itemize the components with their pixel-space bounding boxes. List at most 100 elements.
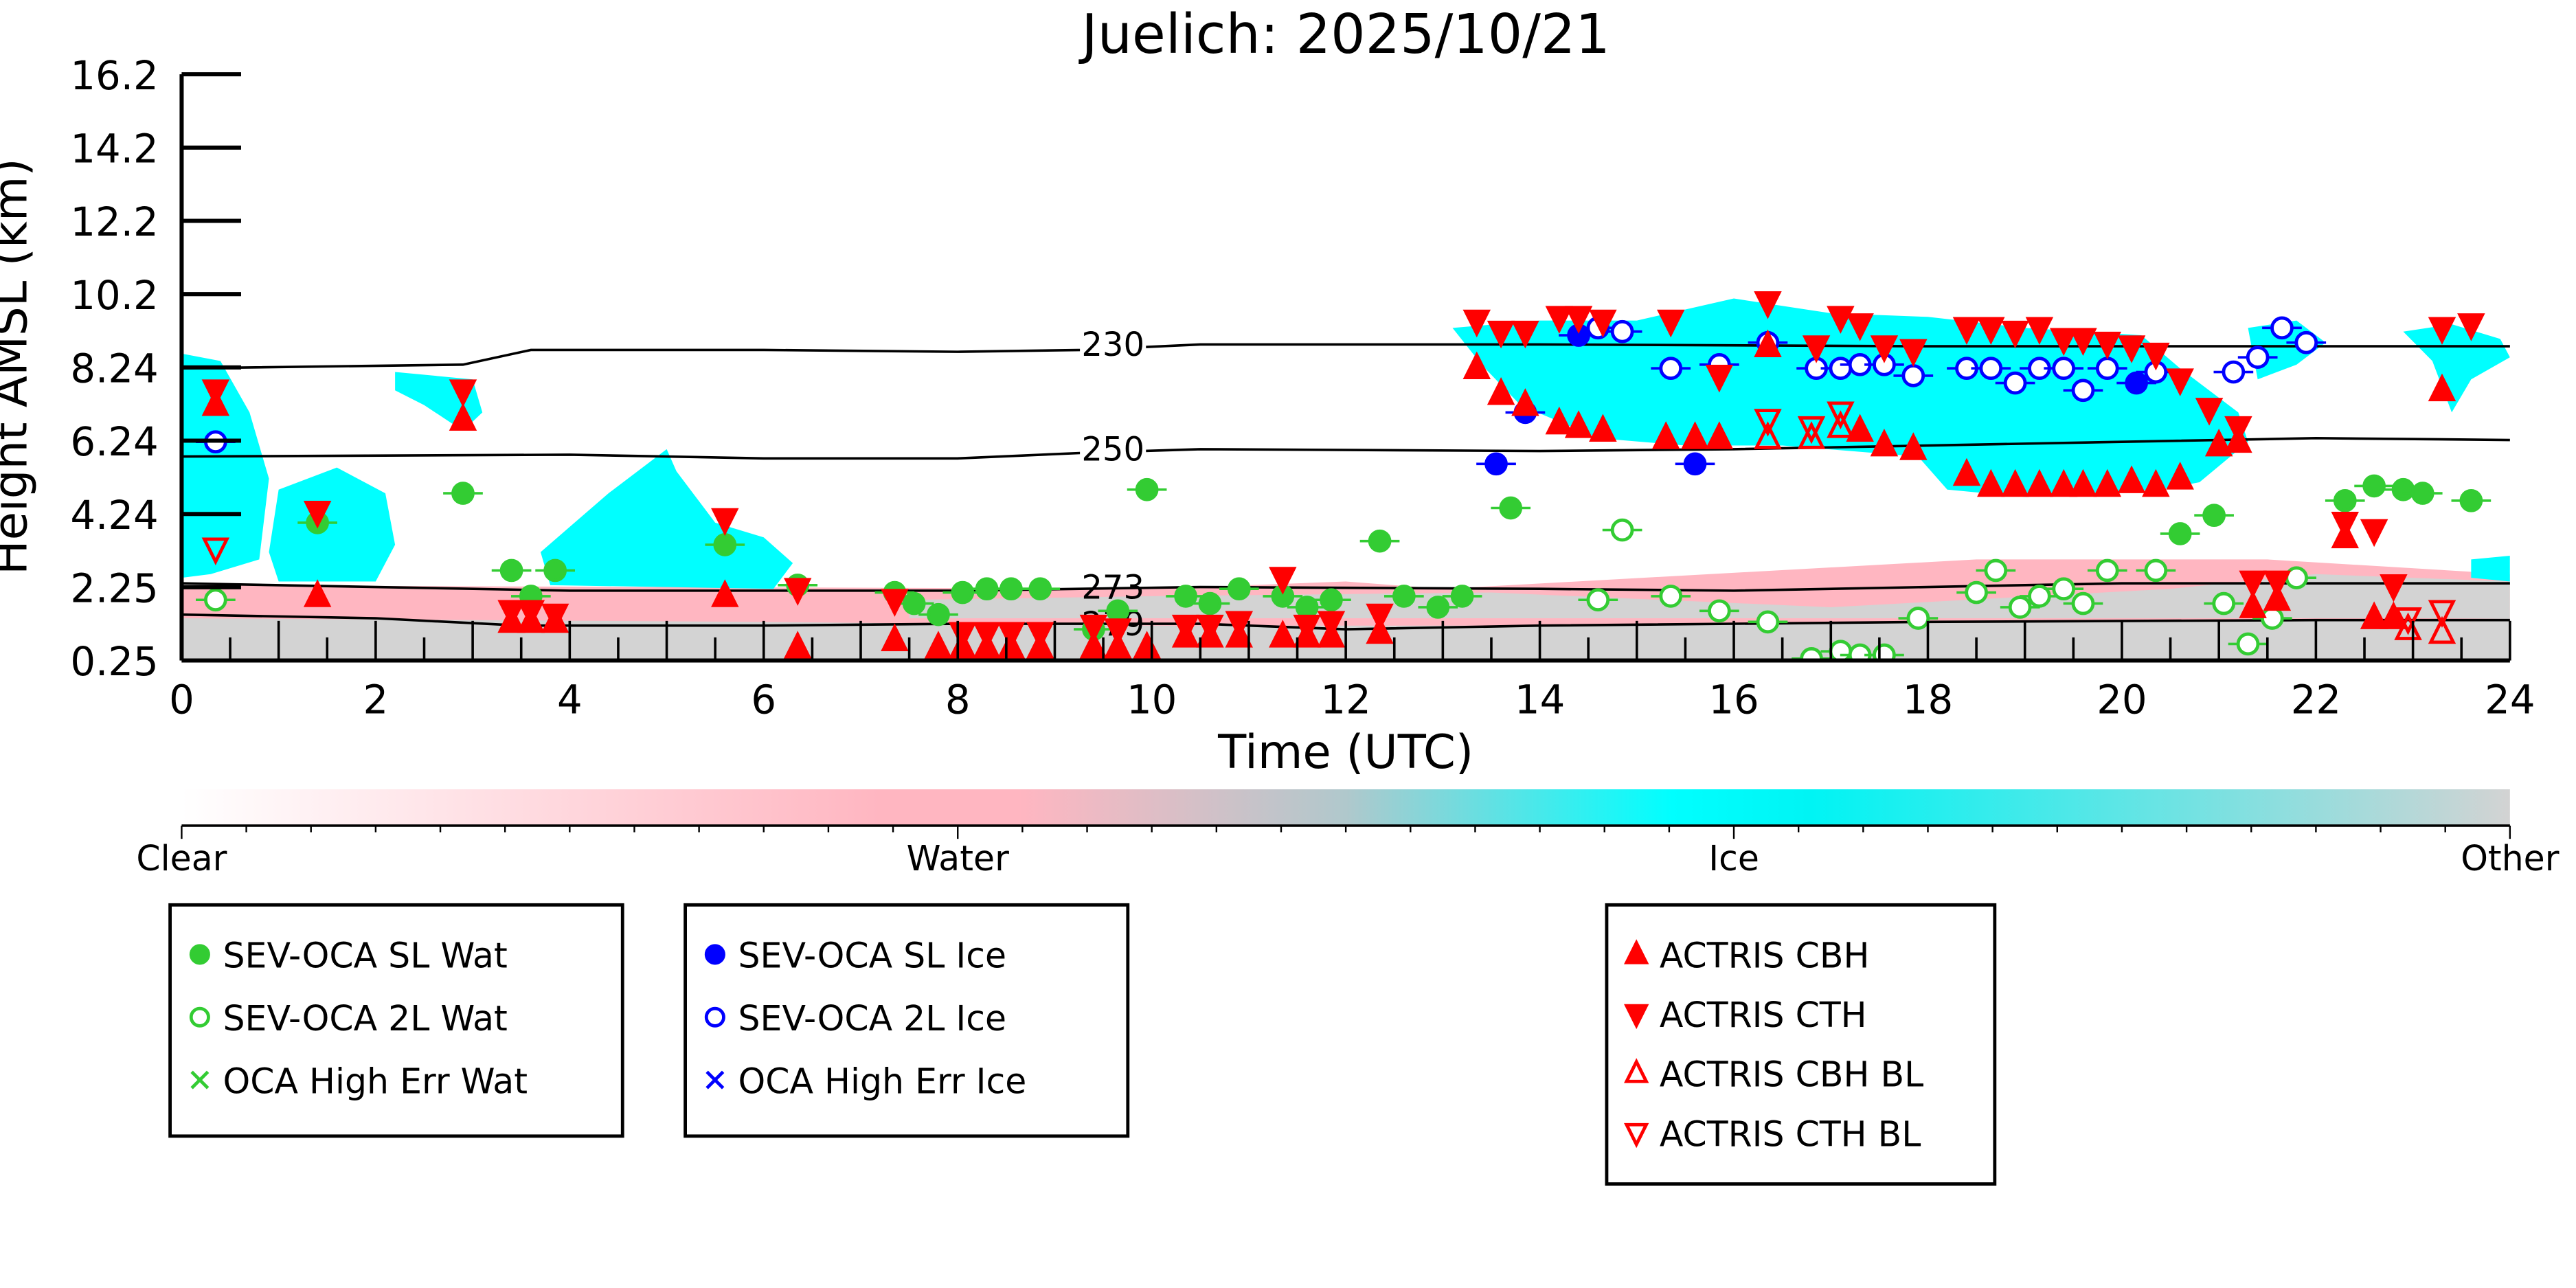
point-actris-cth <box>1269 567 1297 595</box>
point-sev-oca-sl-wat <box>2362 474 2386 498</box>
point-actris-cbh <box>2049 468 2078 497</box>
point-actris-cth <box>2093 331 2121 360</box>
point-actris-cbh <box>303 579 332 607</box>
point-actris-cbh <box>1681 421 1709 449</box>
isotherm-label: 230 <box>1081 326 1144 364</box>
x-tick-label: 14 <box>1515 676 1565 723</box>
point-sev-oca-2l-wat <box>1829 640 1853 661</box>
x-tick-label: 18 <box>1903 676 1953 723</box>
cloud-region-ice <box>540 449 793 589</box>
point-sev-oca-2l-wat <box>2095 558 2119 583</box>
point-sev-oca-sl-wat <box>713 533 737 556</box>
point-actris-cbh <box>1511 388 1539 416</box>
x-tick-label: 12 <box>1320 676 1370 723</box>
point-actris-cbh <box>1564 410 1593 438</box>
point-actris-cbh <box>2204 428 2233 457</box>
point-actris-cth <box>1589 309 1617 338</box>
y-tick-label: 12.2 <box>70 199 158 245</box>
point-actris-cth <box>2001 320 2029 349</box>
point-actris-cth <box>1802 335 1831 363</box>
point-sev-oca-2l-ice <box>2052 357 2076 381</box>
point-actris-cth <box>2025 317 2054 345</box>
point-actris-cth <box>997 622 1026 651</box>
x-tick-label: 24 <box>2485 676 2535 723</box>
point-actris-cbh <box>1462 351 1491 380</box>
point-sev-oca-2l-ice <box>2246 346 2270 369</box>
point-actris-cbh <box>2166 462 2194 490</box>
point-actris-cth <box>1225 611 1254 639</box>
isotherm-line-230 <box>181 343 2510 370</box>
point-sev-oca-sl-wat <box>1392 585 1416 608</box>
point-sev-oca-2l-wat <box>2144 558 2168 583</box>
point-actris-cth <box>1079 614 1108 643</box>
point-actris-cth <box>541 603 569 632</box>
point-sev-oca-sl-wat <box>1198 591 1222 615</box>
point-sev-oca-2l-wat <box>2052 577 2076 601</box>
data-markers <box>196 291 2492 661</box>
point-sev-oca-2l-ice <box>1610 319 1634 343</box>
legend-marker-oca-high-err-wat <box>190 1070 210 1089</box>
y-tick-label: 10.2 <box>70 272 158 319</box>
point-actris-cth <box>2360 519 2388 547</box>
point-sev-oca-2l-ice <box>2294 330 2318 354</box>
point-actris-cth <box>1026 622 1054 651</box>
point-actris-cbh <box>449 403 477 431</box>
point-sev-oca-sl-wat <box>1135 477 1159 501</box>
point-actris-cth <box>2069 328 2097 356</box>
cloud-region-ice <box>2403 324 2510 413</box>
point-actris-cth-bl <box>1754 409 1782 437</box>
point-actris-cbh <box>1870 428 1899 457</box>
point-sev-oca-sl-wat <box>451 482 475 505</box>
point-sev-oca-2l-wat <box>2008 596 2032 619</box>
point-sev-oca-sl-ice <box>1683 452 1707 476</box>
point-actris-cbh <box>1079 631 1108 659</box>
point-sev-oca-sl-wat <box>1426 596 1450 619</box>
point-actris-cbh <box>2239 590 2267 618</box>
point-sev-oca-sl-wat <box>1106 599 1130 623</box>
y-tick-label: 2.25 <box>70 565 158 612</box>
point-actris-cth <box>2117 335 2146 363</box>
point-sev-oca-sl-wat <box>543 558 567 583</box>
cloud-region-ice <box>269 467 396 582</box>
point-actris-cbh <box>1269 620 1297 648</box>
point-sev-oca-sl-ice <box>2125 371 2148 395</box>
legend-label-actris-cth-bl: ACTRIS CTH BL <box>1660 1114 1921 1154</box>
colorbar-label-water: Water <box>907 838 1009 879</box>
point-sev-oca-2l-ice <box>1979 357 2003 381</box>
cloud-region-ice <box>1452 298 2248 497</box>
cloud-region-ice <box>2471 556 2510 582</box>
point-actris-cth <box>2224 416 2252 444</box>
y-tick-label: 6.24 <box>70 418 158 465</box>
point-actris-cth <box>783 578 812 606</box>
legend-label-actris-cth: ACTRIS CTH <box>1660 995 1867 1035</box>
point-actris-cth <box>2331 512 2359 540</box>
point-sev-oca-sl-wat <box>927 602 950 626</box>
point-sev-oca-sl-wat <box>2391 477 2415 501</box>
point-actris-cth <box>711 508 739 536</box>
point-actris-cbh <box>2360 601 2388 629</box>
legend-label-sev-oca-2l-ice: SEV-OCA 2L Ice <box>738 998 1007 1039</box>
point-sev-oca-sl-wat <box>1320 588 1343 612</box>
point-actris-cbh-bl <box>1754 421 1782 449</box>
point-actris-cbh <box>2093 468 2121 497</box>
colorbar-label-clear: Clear <box>136 838 227 879</box>
point-actris-cbh <box>1545 406 1574 435</box>
y-tick-label: 4.24 <box>70 492 158 539</box>
legend-label-oca-high-err-wat: OCA High Err Wat <box>223 1061 528 1101</box>
isotherm-label: 250 <box>1081 431 1144 469</box>
point-actris-cbh-bl <box>1827 410 1855 438</box>
point-actris-cbh <box>2001 468 2029 497</box>
colorbar-label-other: Other <box>2461 838 2560 879</box>
point-sev-oca-2l-wat <box>1586 588 1610 612</box>
point-sev-oca-2l-wat <box>1610 518 1634 542</box>
point-sev-oca-sl-wat <box>951 580 975 605</box>
point-sev-oca-2l-ice <box>2270 316 2294 340</box>
legend-frame <box>168 903 624 1138</box>
point-actris-cth <box>2195 398 2224 426</box>
isotherm-label-bg <box>1080 431 1146 464</box>
point-actris-cth <box>201 379 230 407</box>
point-actris-cbh <box>2069 468 2097 497</box>
point-actris-cth <box>1462 309 1491 338</box>
point-sev-oca-2l-ice <box>1659 357 1683 381</box>
point-sev-oca-sl-wat <box>1368 529 1392 553</box>
